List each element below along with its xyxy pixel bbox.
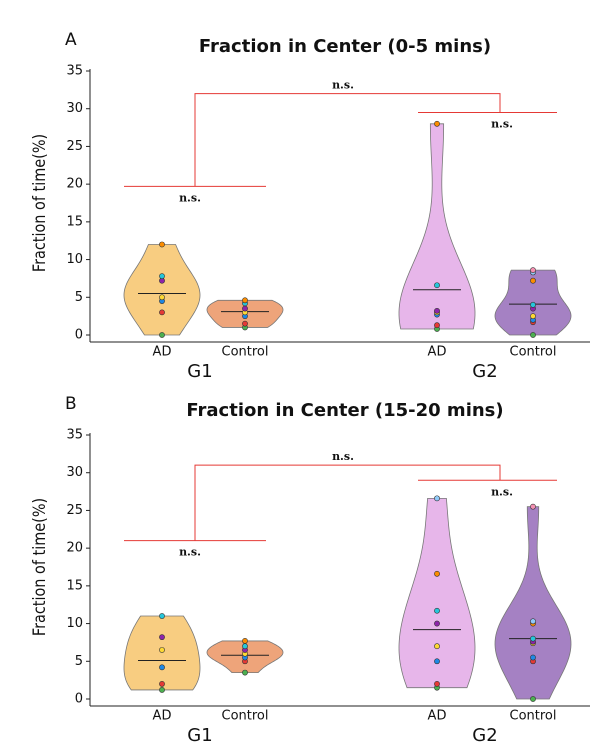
bracket: [194, 464, 501, 541]
data-point: [530, 301, 536, 308]
data-point: [242, 643, 248, 650]
data-point: [434, 120, 440, 127]
data-point: [530, 277, 536, 284]
data-point: [242, 320, 248, 327]
y-tick-label: 35: [66, 428, 83, 443]
data-point: [242, 305, 248, 312]
data-point: [530, 267, 536, 274]
group-label: G1: [187, 361, 212, 382]
significance-label: n.s.: [179, 191, 201, 204]
y-tick-label: 0: [75, 328, 83, 343]
panel: A Fraction in Center (0-5 mins) Fraction o…: [29, 30, 590, 382]
y-tick-label: 5: [75, 290, 83, 305]
data-point: [434, 495, 440, 502]
chart-title: Fraction in Center (15-20 mins): [186, 400, 503, 421]
violin-body: [398, 497, 476, 689]
data-point: [434, 322, 440, 329]
x-tick-label: AD: [428, 345, 447, 360]
data-point: [530, 696, 536, 702]
data-point: [434, 307, 440, 314]
group-label: G2: [472, 361, 497, 382]
x-tick-label: AD: [153, 345, 172, 360]
violin-body: [123, 244, 201, 336]
y-tick-label: 5: [75, 654, 83, 669]
data-point: [159, 273, 165, 280]
significance-label: n.s.: [491, 485, 513, 498]
data-point: [434, 607, 440, 614]
significance-label: n.s.: [179, 546, 201, 559]
data-point: [242, 669, 248, 676]
data-point: [530, 618, 536, 625]
data-point: [434, 643, 440, 650]
y-tick-label: 20: [66, 177, 83, 192]
y-tick-label: 15: [66, 578, 83, 593]
significance-label: n.s.: [491, 117, 513, 130]
y-tick-label: 10: [66, 616, 83, 631]
data-point: [434, 282, 440, 289]
y-axis-label: Fraction of time(%): [29, 498, 49, 636]
data-point: [159, 294, 165, 301]
y-tick-label: 10: [66, 252, 83, 267]
violin-body: [123, 615, 201, 691]
data-point: [530, 313, 536, 320]
y-tick-label: 25: [66, 503, 83, 518]
y-tick-label: 30: [66, 465, 83, 480]
data-point: [159, 241, 165, 248]
x-tick-label: AD: [428, 709, 447, 724]
x-tick-label: Control: [222, 709, 269, 724]
data-point: [434, 620, 440, 627]
data-point: [159, 647, 165, 653]
x-tick-label: Control: [510, 709, 557, 724]
y-tick-label: 25: [66, 139, 83, 154]
data-point: [434, 681, 440, 687]
significance-label: n.s.: [332, 79, 354, 92]
violin-body: [398, 123, 476, 330]
data-point: [159, 634, 165, 641]
x-tick-label: Control: [222, 345, 269, 360]
data-point: [242, 638, 248, 644]
significance-label: n.s.: [332, 450, 354, 463]
group-label: G2: [472, 725, 497, 746]
y-axis-label: Fraction of time(%): [29, 134, 49, 272]
bracket: [194, 93, 501, 187]
y-tick-label: 15: [66, 214, 83, 229]
chart-title: Fraction in Center (0-5 mins): [199, 36, 491, 57]
data-point: [159, 613, 165, 619]
data-point: [530, 654, 536, 661]
data-point: [434, 658, 440, 665]
panel-label: A: [65, 30, 77, 50]
panel-label: B: [65, 394, 77, 414]
x-tick-label: AD: [153, 709, 172, 724]
data-point: [242, 297, 248, 304]
group-label: G1: [187, 725, 212, 746]
data-point: [434, 570, 440, 577]
panel: B Fraction in Center (15-20 mins) Fraction…: [29, 394, 590, 746]
x-tick-label: Control: [510, 345, 557, 360]
data-point: [159, 687, 165, 693]
data-point: [159, 681, 165, 687]
data-point: [159, 309, 165, 316]
y-tick-label: 20: [66, 541, 83, 556]
data-point: [159, 664, 165, 671]
data-point: [530, 332, 536, 338]
violin-body: [494, 506, 572, 700]
y-tick-label: 0: [75, 692, 83, 707]
data-point: [530, 635, 536, 642]
data-point: [530, 503, 536, 510]
y-tick-label: 35: [66, 64, 83, 79]
y-tick-label: 30: [66, 101, 83, 116]
data-point: [159, 332, 165, 338]
